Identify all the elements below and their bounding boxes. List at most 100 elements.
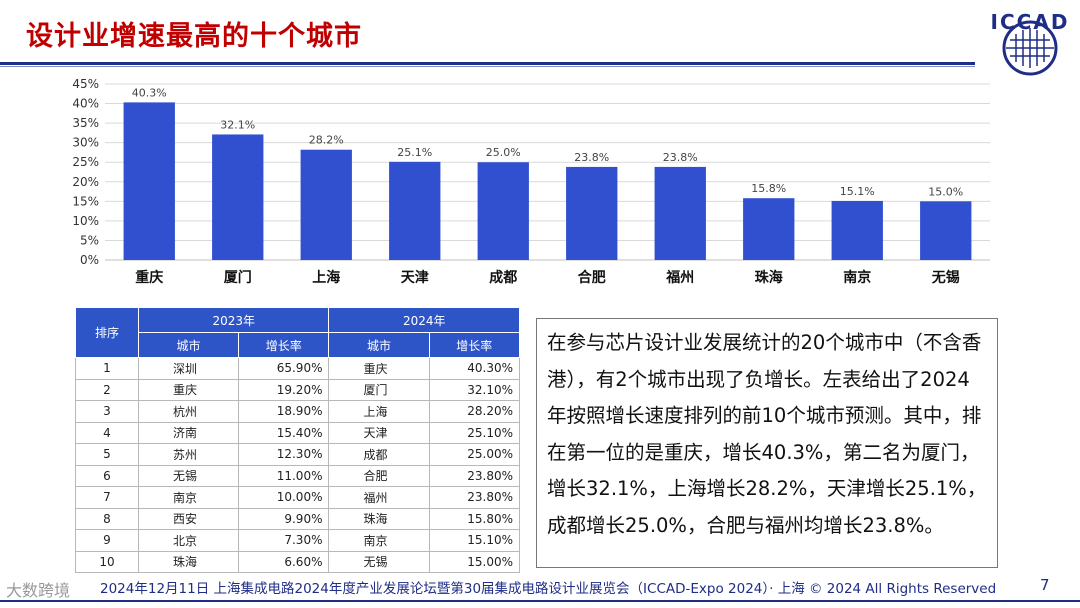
bar bbox=[920, 201, 972, 260]
bar bbox=[743, 198, 795, 260]
x-tick-label: 成都 bbox=[489, 269, 517, 286]
x-tick-label: 珠海 bbox=[755, 269, 783, 286]
table-row: 10 珠海 6.60% 无锡 15.00% bbox=[75, 550, 521, 573]
table-cell-rate-b: 15.10% bbox=[428, 529, 521, 552]
table-cell-rate-a: 7.30% bbox=[238, 529, 330, 552]
table-cell-rate-a: 18.90% bbox=[238, 400, 330, 423]
table-cell-rate-b: 15.00% bbox=[428, 550, 521, 573]
bar bbox=[300, 149, 352, 260]
table-cell-rank: 7 bbox=[75, 486, 139, 509]
y-tick-label: 35% bbox=[72, 116, 99, 130]
table-cell-rate-b: 28.20% bbox=[428, 400, 521, 423]
table-row: 2 重庆 19.20% 厦门 32.10% bbox=[75, 378, 521, 401]
data-label: 32.1% bbox=[220, 118, 255, 131]
data-label: 23.8% bbox=[574, 151, 609, 164]
city-header-2024: 城市 bbox=[328, 332, 430, 358]
bar bbox=[831, 200, 883, 260]
table-row: 8 西安 9.90% 珠海 15.80% bbox=[75, 507, 521, 530]
logo-text: ICCAD bbox=[990, 10, 1070, 34]
table-cell-city-b: 合肥 bbox=[328, 464, 430, 487]
table-cell-rate-b: 32.10% bbox=[428, 378, 521, 401]
table-cell-city-b: 天津 bbox=[328, 421, 430, 444]
table-cell-city-a: 西安 bbox=[137, 507, 240, 530]
table-cell-rate-b: 23.80% bbox=[428, 464, 521, 487]
footer-divider bbox=[0, 600, 1080, 602]
table-row: 5 苏州 12.30% 成都 25.00% bbox=[75, 443, 521, 466]
table-row: 1 深圳 65.90% 重庆 40.30% bbox=[75, 357, 521, 380]
data-label: 25.1% bbox=[397, 146, 432, 159]
table-row: 7 南京 10.00% 福州 23.80% bbox=[75, 486, 521, 509]
rate-header-2024: 增长率 bbox=[428, 332, 521, 358]
table-row: 6 无锡 11.00% 合肥 23.80% bbox=[75, 464, 521, 487]
table-cell-city-a: 无锡 bbox=[137, 464, 240, 487]
rate-header-2023: 增长率 bbox=[238, 332, 330, 358]
bar bbox=[654, 166, 706, 260]
table-cell-rank: 1 bbox=[75, 357, 139, 380]
table-cell-rank: 4 bbox=[75, 421, 139, 444]
title-divider bbox=[0, 62, 975, 65]
table-cell-rate-a: 15.40% bbox=[238, 421, 330, 444]
table-cell-city-b: 厦门 bbox=[328, 378, 430, 401]
x-tick-label: 重庆 bbox=[135, 269, 163, 286]
table-cell-rank: 6 bbox=[75, 464, 139, 487]
table-cell-rate-a: 6.60% bbox=[238, 550, 330, 573]
table-cell-rank: 9 bbox=[75, 529, 139, 552]
table-cell-rate-a: 12.30% bbox=[238, 443, 330, 466]
x-tick-label: 南京 bbox=[843, 269, 871, 286]
x-tick-label: 合肥 bbox=[578, 269, 606, 286]
table-cell-rank: 10 bbox=[75, 550, 139, 573]
table-cell-city-a: 南京 bbox=[137, 486, 240, 509]
x-tick-label: 厦门 bbox=[224, 269, 252, 286]
table-cell-city-b: 福州 bbox=[328, 486, 430, 509]
page-title: 设计业增速最高的十个城市 bbox=[26, 21, 362, 52]
footer-text: 2024年12月11日 上海集成电路2024年度产业发展论坛暨第30届集成电路设… bbox=[100, 581, 997, 597]
table-cell-rate-a: 10.00% bbox=[238, 486, 330, 509]
table-cell-rate-b: 23.80% bbox=[428, 486, 521, 509]
table-cell-city-b: 成都 bbox=[328, 443, 430, 466]
table-cell-rate-b: 25.00% bbox=[428, 443, 521, 466]
table-cell-city-a: 深圳 bbox=[137, 357, 240, 380]
data-label: 28.2% bbox=[309, 134, 344, 147]
x-tick-label: 天津 bbox=[401, 269, 429, 286]
table-cell-city-a: 杭州 bbox=[137, 400, 240, 423]
table-cell-rate-a: 9.90% bbox=[238, 507, 330, 530]
y-tick-label: 40% bbox=[72, 97, 99, 111]
year-2023-header: 2023年 bbox=[137, 307, 330, 333]
table-cell-city-b: 上海 bbox=[328, 400, 430, 423]
table-cell-city-a: 珠海 bbox=[137, 550, 240, 573]
iccad-logo bbox=[1002, 20, 1058, 76]
year-2024-header: 2024年 bbox=[328, 307, 520, 333]
table-row: 3 杭州 18.90% 上海 28.20% bbox=[75, 400, 521, 423]
y-tick-label: 15% bbox=[72, 194, 99, 208]
x-tick-label: 福州 bbox=[665, 269, 694, 286]
data-label: 15.0% bbox=[928, 185, 963, 198]
table-cell-city-a: 济南 bbox=[137, 421, 240, 444]
table-cell-city-a: 北京 bbox=[137, 529, 240, 552]
data-label: 23.8% bbox=[663, 151, 698, 164]
table-row: 9 北京 7.30% 南京 15.10% bbox=[75, 529, 521, 552]
bar bbox=[566, 166, 618, 260]
table-cell-rate-b: 40.30% bbox=[428, 357, 521, 380]
table-cell-city-a: 重庆 bbox=[137, 378, 240, 401]
bar bbox=[477, 162, 529, 260]
table-cell-city-b: 珠海 bbox=[328, 507, 430, 530]
table-cell-rank: 5 bbox=[75, 443, 139, 466]
y-tick-label: 10% bbox=[72, 214, 99, 228]
bar bbox=[212, 134, 264, 260]
y-tick-label: 30% bbox=[72, 136, 99, 150]
table-cell-rate-a: 19.20% bbox=[238, 378, 330, 401]
table-cell-rate-b: 15.80% bbox=[428, 507, 521, 530]
rank-header: 排序 bbox=[75, 307, 139, 358]
bar bbox=[123, 102, 175, 260]
ranking-table: 排序 2023年 2024年 城市 增长率 城市 增长率 1 深圳 65.90% 重庆… bbox=[75, 307, 521, 573]
y-tick-label: 0% bbox=[80, 253, 99, 267]
table-row: 4 济南 15.40% 天津 25.10% bbox=[75, 421, 521, 444]
table-cell-city-a: 苏州 bbox=[137, 443, 240, 466]
data-label: 15.1% bbox=[840, 185, 875, 198]
table-cell-rank: 3 bbox=[75, 400, 139, 423]
x-tick-label: 上海 bbox=[312, 269, 340, 286]
data-label: 25.0% bbox=[486, 146, 521, 159]
y-tick-label: 20% bbox=[72, 175, 99, 189]
table-cell-rate-a: 11.00% bbox=[238, 464, 330, 487]
watermark-text: 大数跨境 bbox=[6, 581, 71, 600]
